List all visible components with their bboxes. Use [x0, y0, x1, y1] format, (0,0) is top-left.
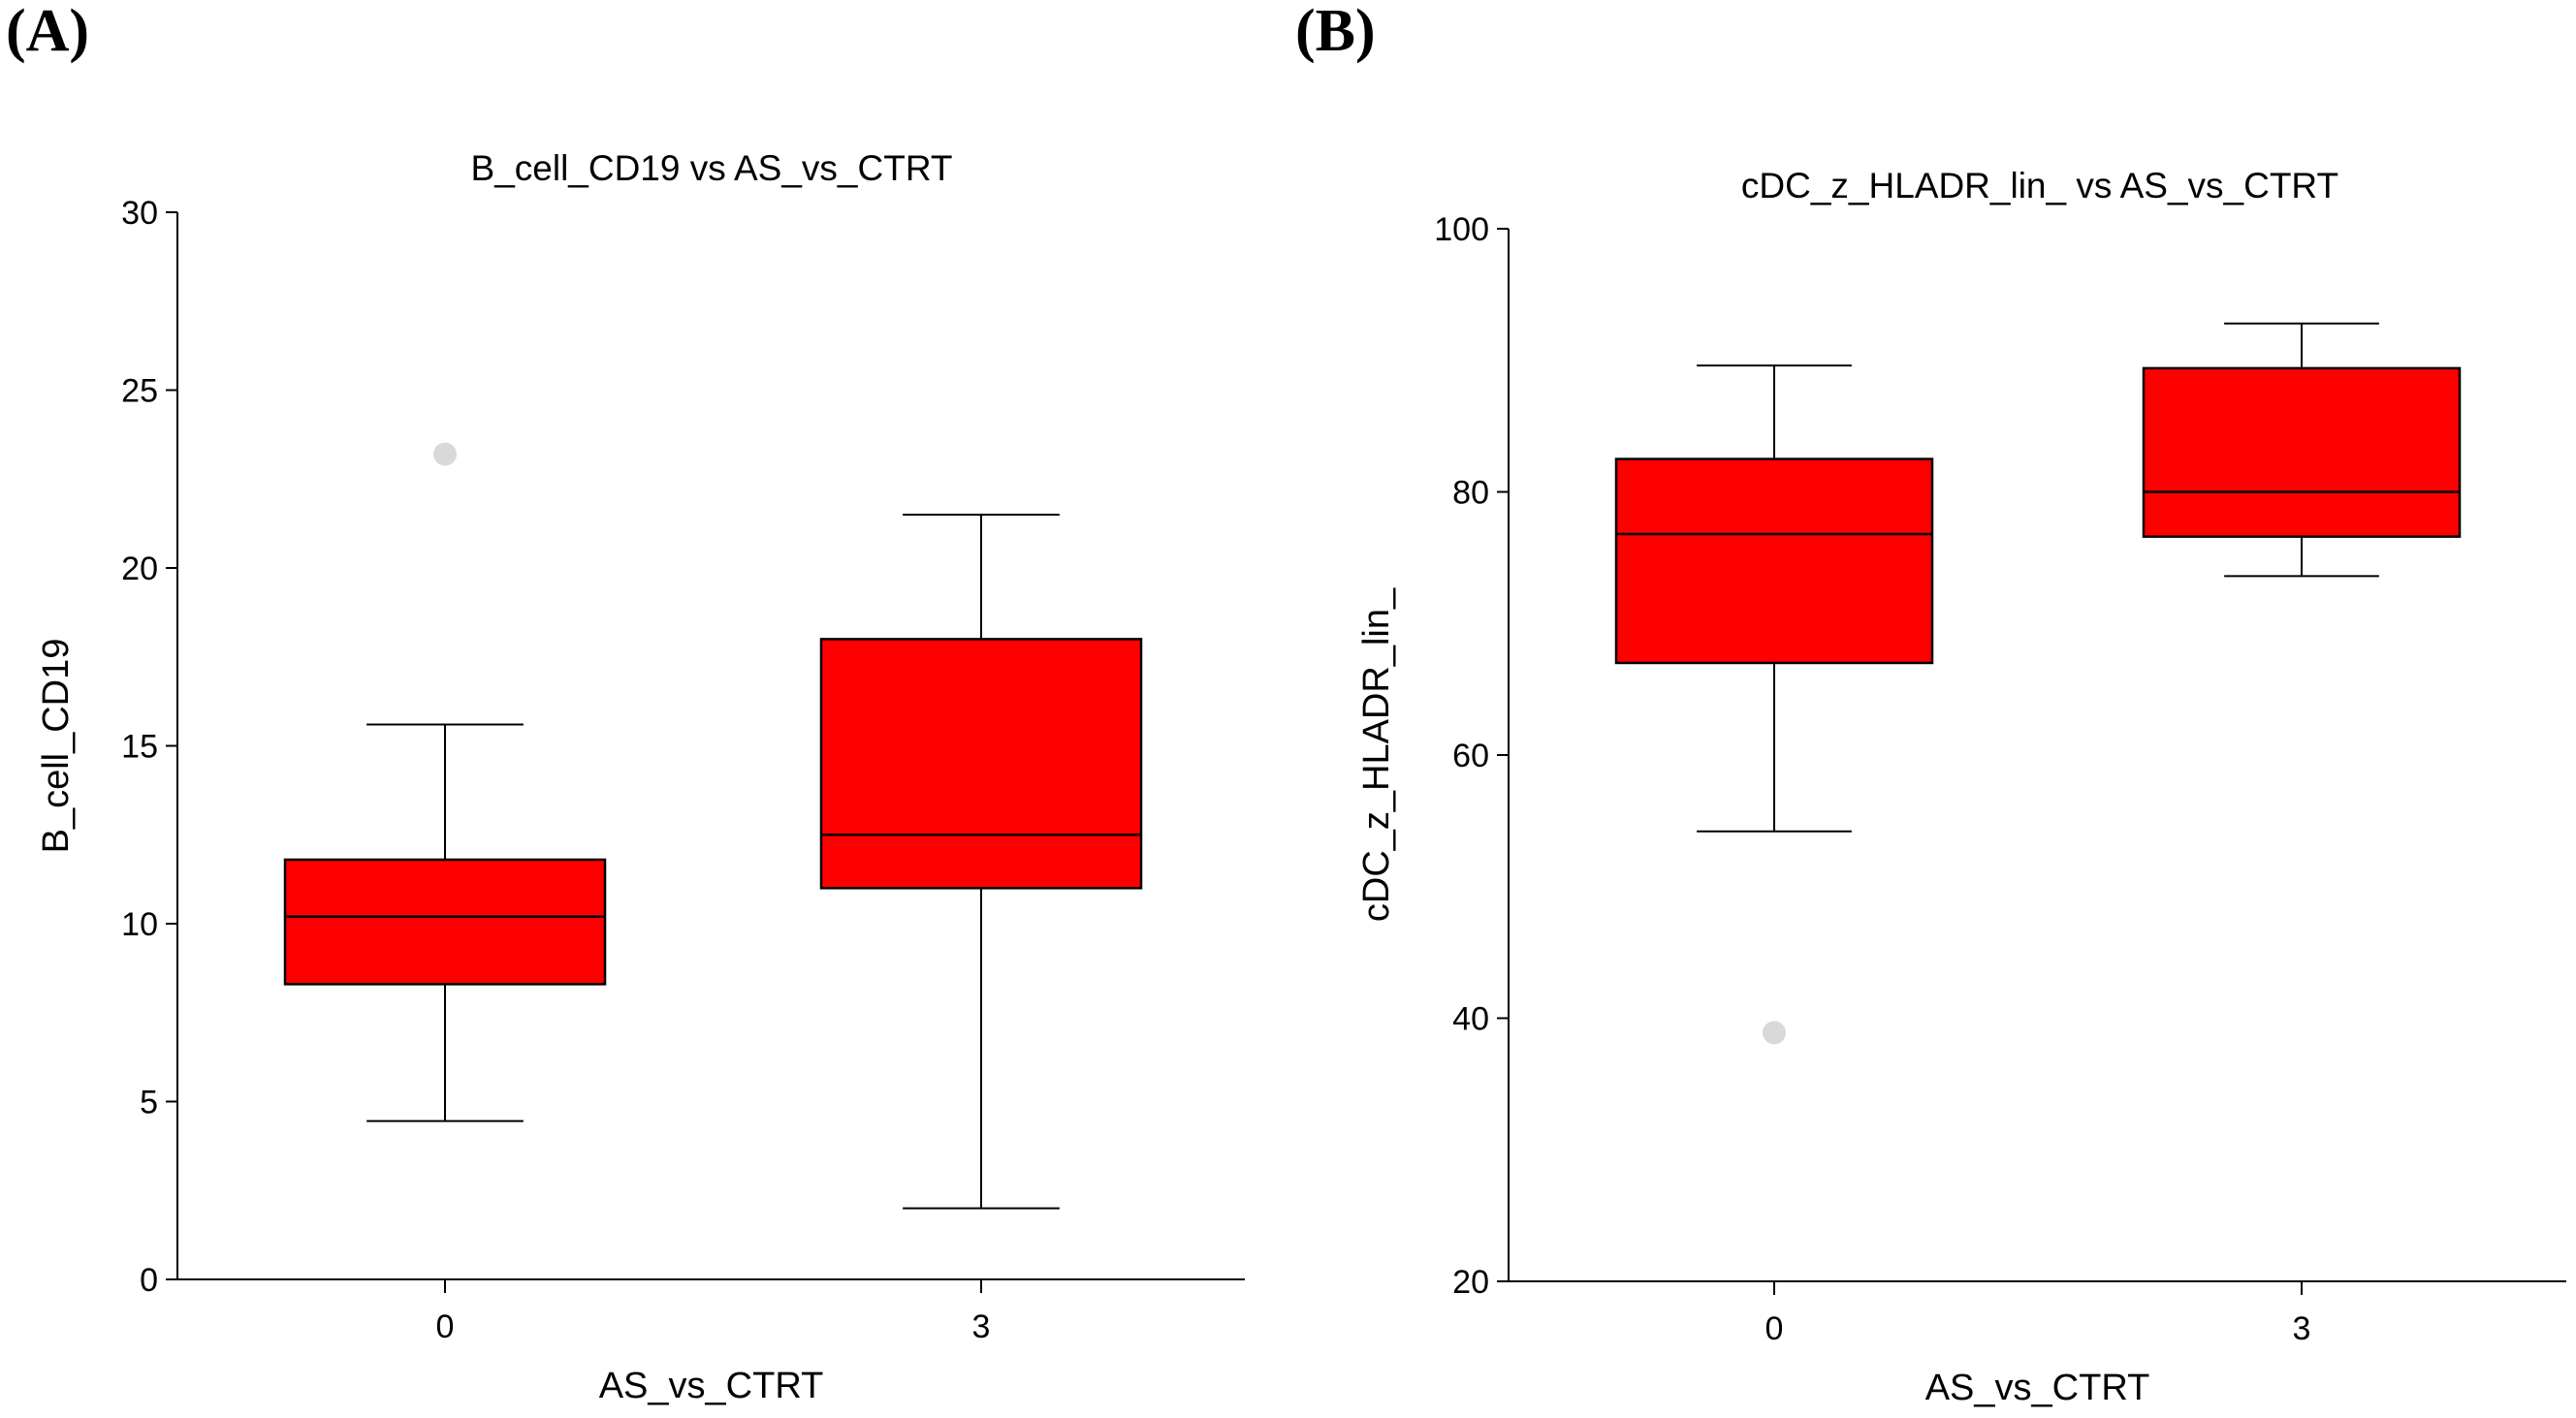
outlier-point	[1763, 1021, 1786, 1045]
box-iqr	[283, 858, 607, 986]
chart-title: B_cell_CD19 vs AS_vs_CTRT	[471, 148, 953, 188]
box-3	[819, 513, 1143, 1210]
y-tick-label: 60	[1452, 738, 1489, 774]
x-tick-label: 3	[972, 1308, 991, 1345]
x-axis-label: AS_vs_CTRT	[599, 1366, 824, 1406]
outlier-point	[433, 442, 457, 466]
chart-b: cDC_z_HLADR_lin_ vs AS_vs_CTRT 20 40 60 80 10…	[1356, 166, 2566, 1408]
y-tick-label: 25	[121, 373, 158, 410]
y-tick-label: 20	[1452, 1264, 1489, 1301]
box-iqr	[2142, 366, 2462, 538]
y-tick-label: 0	[140, 1262, 158, 1299]
box-0	[1614, 364, 1934, 1045]
box-iqr	[819, 638, 1143, 890]
y-tick-label: 80	[1452, 475, 1489, 512]
box-0	[283, 442, 607, 1122]
x-axis-label: AS_vs_CTRT	[1925, 1368, 2150, 1408]
y-axis-label: cDC_z_HLADR_lin_	[1356, 587, 1397, 922]
y-tick-label: 100	[1434, 211, 1489, 248]
x-tick-label: 0	[1765, 1310, 1784, 1347]
y-tick-label: 10	[121, 906, 158, 943]
x-tick-label: 3	[2293, 1310, 2311, 1347]
chart-title: cDC_z_HLADR_lin_ vs AS_vs_CTRT	[1741, 166, 2338, 205]
box-3	[2142, 322, 2462, 578]
box-iqr	[1614, 457, 1934, 665]
panel-label-b: (B)	[1295, 0, 1376, 64]
panel-label-a: (A)	[6, 0, 89, 64]
x-tick-label: 0	[436, 1308, 455, 1345]
y-tick-label: 15	[121, 729, 158, 766]
y-tick-label: 40	[1452, 1001, 1489, 1038]
y-axis-label: B_cell_CD19	[36, 639, 77, 854]
y-tick-label: 5	[140, 1085, 158, 1121]
y-tick-label: 20	[121, 551, 158, 587]
chart-a: B_cell_CD19 vs AS_vs_CTRT 0 5 10 15 20 25 30 0 3 A…	[36, 148, 1245, 1406]
y-tick-label: 30	[121, 195, 158, 232]
